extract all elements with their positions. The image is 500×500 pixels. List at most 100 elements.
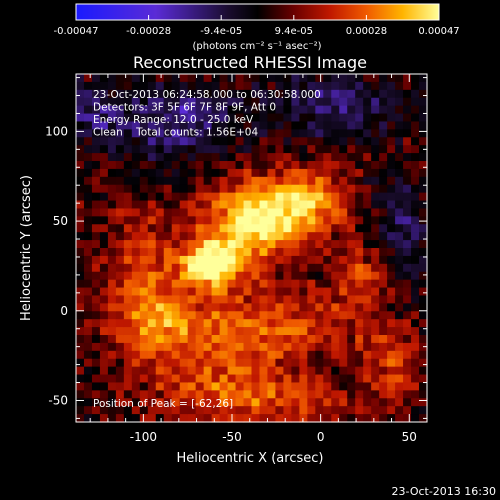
heatmap-pixel (131, 398, 141, 407)
heatmap-pixel (347, 319, 356, 328)
heatmap-pixel (315, 311, 324, 320)
heatmap-pixel (267, 366, 277, 376)
heatmap-pixel (155, 406, 165, 415)
heatmap-pixel (76, 137, 85, 146)
heatmap-pixel (371, 168, 380, 178)
heatmap-pixel (76, 271, 85, 281)
heatmap-pixel (163, 279, 173, 289)
heatmap-pixel (355, 97, 364, 107)
heatmap-pixel (155, 129, 165, 138)
heatmap-pixel (259, 350, 269, 360)
heatmap-pixel (251, 208, 261, 217)
heatmap-pixel (115, 224, 125, 233)
heatmap-pixel (227, 303, 237, 312)
heatmap-pixel (83, 240, 93, 249)
heatmap-pixel (371, 398, 380, 407)
heatmap-pixel (411, 137, 420, 146)
heatmap-pixel (395, 263, 404, 273)
heatmap-pixel (243, 398, 253, 407)
heatmap-pixel (211, 358, 221, 368)
heatmap-pixel (171, 240, 181, 249)
heatmap-pixel (363, 129, 372, 138)
heatmap-pixel (379, 271, 388, 281)
heatmap-pixel (379, 382, 388, 391)
heatmap-pixel (227, 374, 237, 384)
heatmap-pixel (347, 248, 356, 257)
heatmap-pixel (379, 366, 388, 376)
heatmap-pixel (387, 287, 396, 297)
heatmap-pixel (107, 327, 117, 336)
heatmap-pixel (355, 303, 364, 312)
heatmap-pixel (371, 161, 380, 170)
heatmap-pixel (299, 161, 308, 170)
heatmap-pixel (371, 311, 380, 320)
heatmap-pixel (243, 406, 253, 415)
heatmap-pixel (363, 216, 372, 225)
heatmap-pixel (251, 153, 261, 162)
heatmap-pixel (171, 279, 181, 289)
heatmap-pixel (411, 366, 420, 376)
heatmap-pixel (267, 113, 277, 123)
heatmap-pixel (155, 240, 165, 249)
heatmap-pixel (339, 113, 348, 123)
heatmap-pixel (411, 192, 420, 202)
heatmap-pixel (347, 335, 356, 344)
heatmap-pixel (315, 414, 324, 423)
heatmap-pixel (195, 319, 205, 328)
heatmap-pixel (347, 255, 356, 265)
heatmap-pixel (363, 414, 372, 423)
heatmap-pixel (251, 216, 261, 225)
heatmap-pixel (171, 248, 181, 257)
heatmap-pixel (155, 208, 165, 217)
heatmap-pixel (275, 311, 285, 320)
heatmap-pixel (283, 105, 292, 115)
heatmap-pixel (179, 319, 189, 328)
heatmap-pixel (195, 374, 205, 384)
heatmap-pixel (211, 248, 221, 257)
heatmap-pixel (347, 287, 356, 297)
heatmap-pixel (83, 176, 93, 186)
heatmap-pixel (187, 303, 197, 312)
heatmap-pixel (411, 358, 420, 368)
heatmap-pixel (251, 224, 261, 233)
heatmap-pixel (131, 382, 141, 391)
heatmap-pixel (363, 319, 372, 328)
heatmap-pixel (83, 129, 93, 138)
heatmap-pixel (371, 350, 380, 360)
heatmap-pixel (147, 263, 157, 273)
heatmap-pixel (107, 184, 117, 194)
heatmap-pixel (307, 327, 316, 336)
heatmap-pixel (323, 335, 332, 344)
heatmap-pixel (163, 287, 173, 297)
heatmap-pixel (259, 232, 269, 241)
heatmap-pixel (131, 255, 141, 265)
heatmap-pixel (331, 374, 340, 384)
heatmap-pixel (251, 406, 261, 415)
heatmap-pixel (115, 303, 125, 312)
heatmap-pixel (283, 311, 292, 320)
heatmap-pixel (243, 327, 253, 336)
heatmap-pixel (275, 168, 285, 178)
heatmap-pixel (171, 129, 181, 138)
heatmap-pixel (227, 327, 237, 336)
heatmap-pixel (267, 263, 277, 273)
heatmap-pixel (243, 311, 253, 320)
heatmap-pixel (91, 129, 101, 138)
heatmap-pixel (227, 366, 237, 376)
heatmap-pixel (291, 105, 300, 115)
heatmap-pixel (227, 97, 237, 107)
heatmap-pixel (355, 105, 364, 115)
heatmap-pixel (203, 374, 213, 384)
heatmap-pixel (371, 97, 380, 107)
heatmap-pixel (195, 129, 205, 138)
heatmap-pixel (219, 303, 229, 312)
heatmap-pixel (163, 358, 173, 368)
heatmap-pixel (307, 295, 316, 304)
heatmap-pixel (411, 279, 420, 289)
heatmap-pixel (291, 406, 300, 415)
heatmap-pixel (211, 105, 221, 115)
heatmap-pixel (411, 248, 420, 257)
heatmap-pixel (355, 200, 364, 210)
heatmap-pixel (387, 350, 396, 360)
heatmap-pixel (76, 81, 85, 91)
